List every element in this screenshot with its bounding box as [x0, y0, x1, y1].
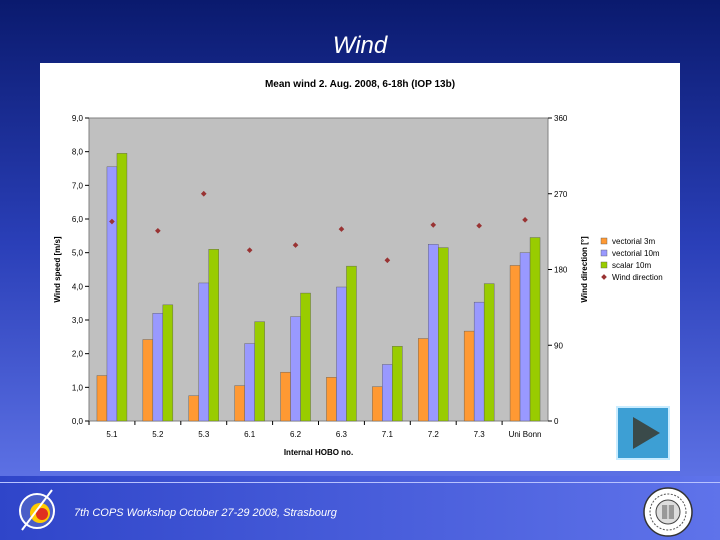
footer-bar	[0, 476, 720, 540]
bar-vectorial-3m	[96, 375, 108, 422]
x-tick-label: 6.2	[290, 430, 302, 439]
legend-swatch	[600, 261, 608, 269]
x-tick-label: Uni Bonn	[509, 430, 542, 439]
chart-title: Mean wind 2. Aug. 2008, 6-18h (IOP 13b)	[265, 79, 455, 90]
bar-vectorial-3m	[142, 339, 154, 422]
bar-scalar-10m	[208, 249, 219, 422]
chart-panel: Mean wind 2. Aug. 2008, 6-18h (IOP 13b) 0…	[40, 63, 680, 471]
bar-vectorial-3m	[372, 386, 383, 422]
x-tick-label: 7.3	[474, 430, 486, 439]
y2-tick-label: 180	[554, 266, 568, 275]
y2-tick-label: 270	[554, 190, 568, 199]
bar-scalar-10m	[116, 153, 128, 422]
legend-swatch	[601, 274, 607, 280]
y-tick-label: 4,0	[72, 282, 84, 291]
bar-vectorial-10m	[244, 343, 255, 422]
point-Wind-direction	[155, 227, 161, 234]
y-tick-label: 8,0	[72, 148, 84, 157]
footer-text: 7th COPS Workshop October 27-29 2008, St…	[74, 507, 337, 519]
slide-title: Wind	[332, 32, 388, 59]
y-tick-label: 7,0	[72, 181, 84, 190]
legend-label: vectorial 3m	[612, 237, 655, 246]
x-tick-label: 7.2	[428, 430, 440, 439]
bar-vectorial-3m	[463, 330, 475, 422]
bar-vectorial-10m	[336, 286, 347, 422]
x-tick-label: 5.1	[106, 430, 118, 439]
bar-vectorial-3m	[509, 265, 521, 422]
bar-vectorial-3m	[418, 338, 429, 422]
y-tick-label: 0,0	[72, 417, 84, 426]
legend-swatch	[600, 249, 608, 257]
bar-scalar-10m	[346, 265, 357, 422]
x-tick-label: 5.3	[198, 430, 210, 439]
bar-scalar-10m	[438, 247, 449, 422]
y-tick-label: 6,0	[72, 215, 84, 224]
bar-vectorial-10m	[473, 301, 485, 422]
bar-scalar-10m	[254, 321, 265, 422]
cops-logo-icon	[19, 489, 55, 531]
bar-vectorial-3m	[326, 377, 337, 422]
y2-tick-label: 0	[554, 417, 559, 426]
point-Wind-direction	[522, 217, 528, 223]
bar-vectorial-10m	[519, 252, 531, 422]
y-tick-label: 1,0	[72, 383, 84, 392]
x-axis-label: Internal HOBO no.	[284, 448, 353, 457]
point-Wind-direction	[200, 190, 207, 197]
y2-tick-label: 90	[554, 341, 563, 350]
play-triangle-icon	[633, 417, 660, 449]
legend-label: Wind direction	[612, 273, 663, 282]
play-button[interactable]	[616, 406, 670, 460]
bar-vectorial-10m	[198, 282, 209, 422]
y-tick-label: 9,0	[72, 114, 84, 123]
point-Wind-direction	[430, 222, 437, 228]
bar-scalar-10m	[529, 237, 541, 422]
point-Wind-direction	[476, 222, 482, 229]
point-Wind-direction	[246, 247, 253, 253]
legend-label: scalar 10m	[612, 261, 651, 270]
point-Wind-direction	[292, 242, 299, 248]
bar-scalar-10m	[162, 304, 174, 422]
bar-vectorial-3m	[234, 385, 245, 422]
point-Wind-direction	[338, 226, 345, 232]
x-tick-label: 5.2	[152, 430, 164, 439]
bar-vectorial-3m	[280, 371, 291, 422]
bar-vectorial-10m	[290, 316, 301, 422]
y2-axis-label: Wind direction [°]	[580, 236, 589, 303]
x-tick-label: 7.1	[382, 430, 394, 439]
y-tick-label: 5,0	[72, 249, 84, 258]
point-Wind-direction	[384, 257, 391, 264]
y-axis-label: Wind speed [m/s]	[53, 236, 62, 302]
bar-vectorial-10m	[106, 166, 118, 422]
x-tick-label: 6.3	[336, 430, 348, 439]
x-tick-label: 6.1	[244, 430, 256, 439]
bar-scalar-10m	[392, 346, 403, 422]
university-seal-icon	[643, 487, 693, 537]
wind-chart: Mean wind 2. Aug. 2008, 6-18h (IOP 13b) 0…	[53, 79, 663, 457]
point-Wind-direction	[109, 218, 115, 225]
bar-scalar-10m	[483, 283, 495, 422]
y-tick-label: 3,0	[72, 316, 84, 325]
y-tick-label: 2,0	[72, 350, 84, 359]
footer-divider	[0, 482, 720, 483]
bar-vectorial-10m	[382, 364, 393, 422]
y2-tick-label: 360	[554, 114, 568, 123]
bar-vectorial-3m	[188, 395, 199, 422]
bar-vectorial-10m	[152, 313, 164, 422]
bar-scalar-10m	[300, 292, 311, 422]
legend-label: vectorial 10m	[612, 249, 660, 258]
bar-vectorial-10m	[428, 244, 439, 422]
legend-swatch	[600, 237, 608, 245]
